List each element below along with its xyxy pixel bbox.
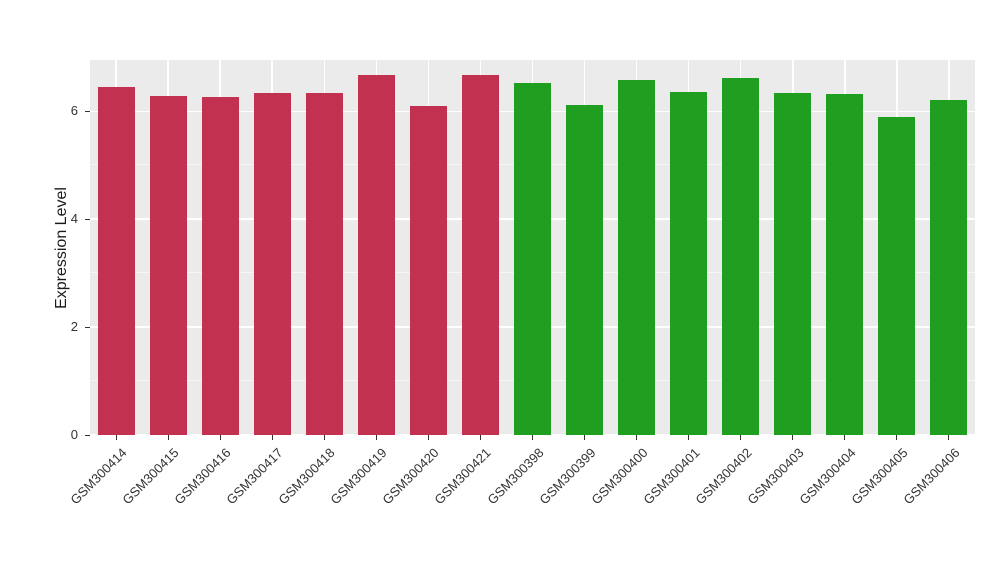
y-tick-mark bbox=[85, 434, 90, 436]
bar bbox=[514, 83, 551, 435]
x-tick-mark bbox=[427, 435, 429, 440]
x-tick-mark bbox=[323, 435, 325, 440]
x-tick-mark bbox=[479, 435, 481, 440]
x-tick-mark bbox=[688, 435, 690, 440]
bar bbox=[774, 93, 812, 435]
bar bbox=[566, 104, 604, 435]
bar bbox=[201, 96, 239, 435]
x-tick-mark bbox=[271, 435, 273, 440]
x-tick-mark bbox=[636, 435, 638, 440]
bar bbox=[253, 93, 291, 435]
x-tick-mark bbox=[219, 435, 221, 440]
x-tick-mark bbox=[167, 435, 169, 440]
y-tick-mark bbox=[85, 110, 90, 112]
bar bbox=[409, 105, 447, 435]
bar bbox=[878, 116, 916, 435]
bar bbox=[826, 94, 864, 435]
bar bbox=[305, 93, 343, 435]
bar bbox=[930, 100, 968, 435]
x-tick-mark bbox=[844, 435, 846, 440]
bar bbox=[722, 77, 760, 435]
y-tick-label: 0 bbox=[70, 427, 78, 442]
x-tick-mark bbox=[115, 435, 117, 440]
bar bbox=[461, 74, 499, 435]
y-tick-mark bbox=[85, 218, 90, 220]
y-axis-title: Expression Level bbox=[53, 187, 70, 309]
y-tick-label: 4 bbox=[70, 211, 78, 227]
x-tick-mark bbox=[532, 435, 533, 440]
x-tick-mark bbox=[375, 435, 377, 440]
bar bbox=[618, 79, 656, 435]
plot-panel bbox=[90, 60, 975, 435]
x-tick-mark bbox=[740, 435, 742, 440]
x-tick-mark bbox=[584, 435, 586, 440]
y-tick-mark bbox=[85, 326, 90, 328]
y-tick-label: 6 bbox=[70, 103, 78, 119]
x-tick-mark bbox=[948, 435, 950, 440]
bar bbox=[670, 92, 708, 435]
bar bbox=[149, 96, 187, 435]
bar bbox=[97, 86, 135, 435]
bar bbox=[357, 74, 395, 435]
x-tick-mark bbox=[896, 435, 898, 440]
x-tick-mark bbox=[792, 435, 794, 440]
y-tick-label: 2 bbox=[70, 319, 78, 335]
